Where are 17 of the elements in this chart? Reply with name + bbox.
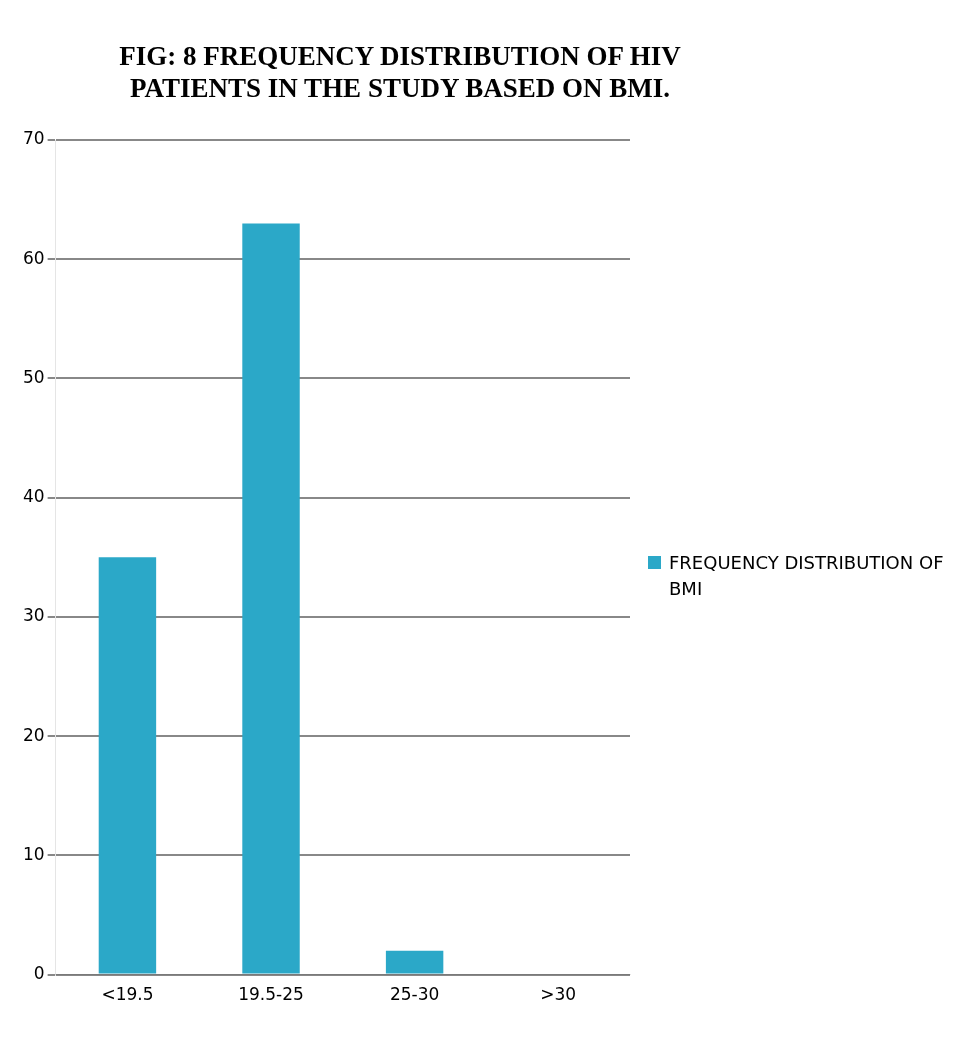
y-tick-label: 20 bbox=[22, 724, 45, 745]
x-tick-label: <19.5 bbox=[101, 984, 154, 1005]
y-tick-label: 60 bbox=[22, 247, 45, 268]
legend-label: FREQUENCY DISTRIBUTION OF BMI bbox=[669, 551, 945, 601]
x-tick-label: 19.5-25 bbox=[238, 984, 304, 1005]
y-tick-label: 40 bbox=[22, 486, 45, 507]
y-tick-label: 0 bbox=[33, 963, 45, 984]
chart-title: FIG: 8 FREQUENCY DISTRIBUTION OF HIV PATIENTS IN THE STUDY BASED ON BMI. bbox=[118, 40, 682, 104]
y-tick-label: 70 bbox=[22, 128, 45, 149]
x-tick-label: >30 bbox=[540, 984, 577, 1005]
bar bbox=[242, 223, 300, 974]
y-tick-label: 10 bbox=[22, 843, 45, 864]
x-tick-label: 25-30 bbox=[389, 984, 440, 1005]
y-tick-label: 30 bbox=[22, 605, 45, 626]
y-tick-label: 50 bbox=[22, 366, 45, 387]
bar bbox=[385, 950, 444, 974]
bar bbox=[98, 557, 157, 974]
